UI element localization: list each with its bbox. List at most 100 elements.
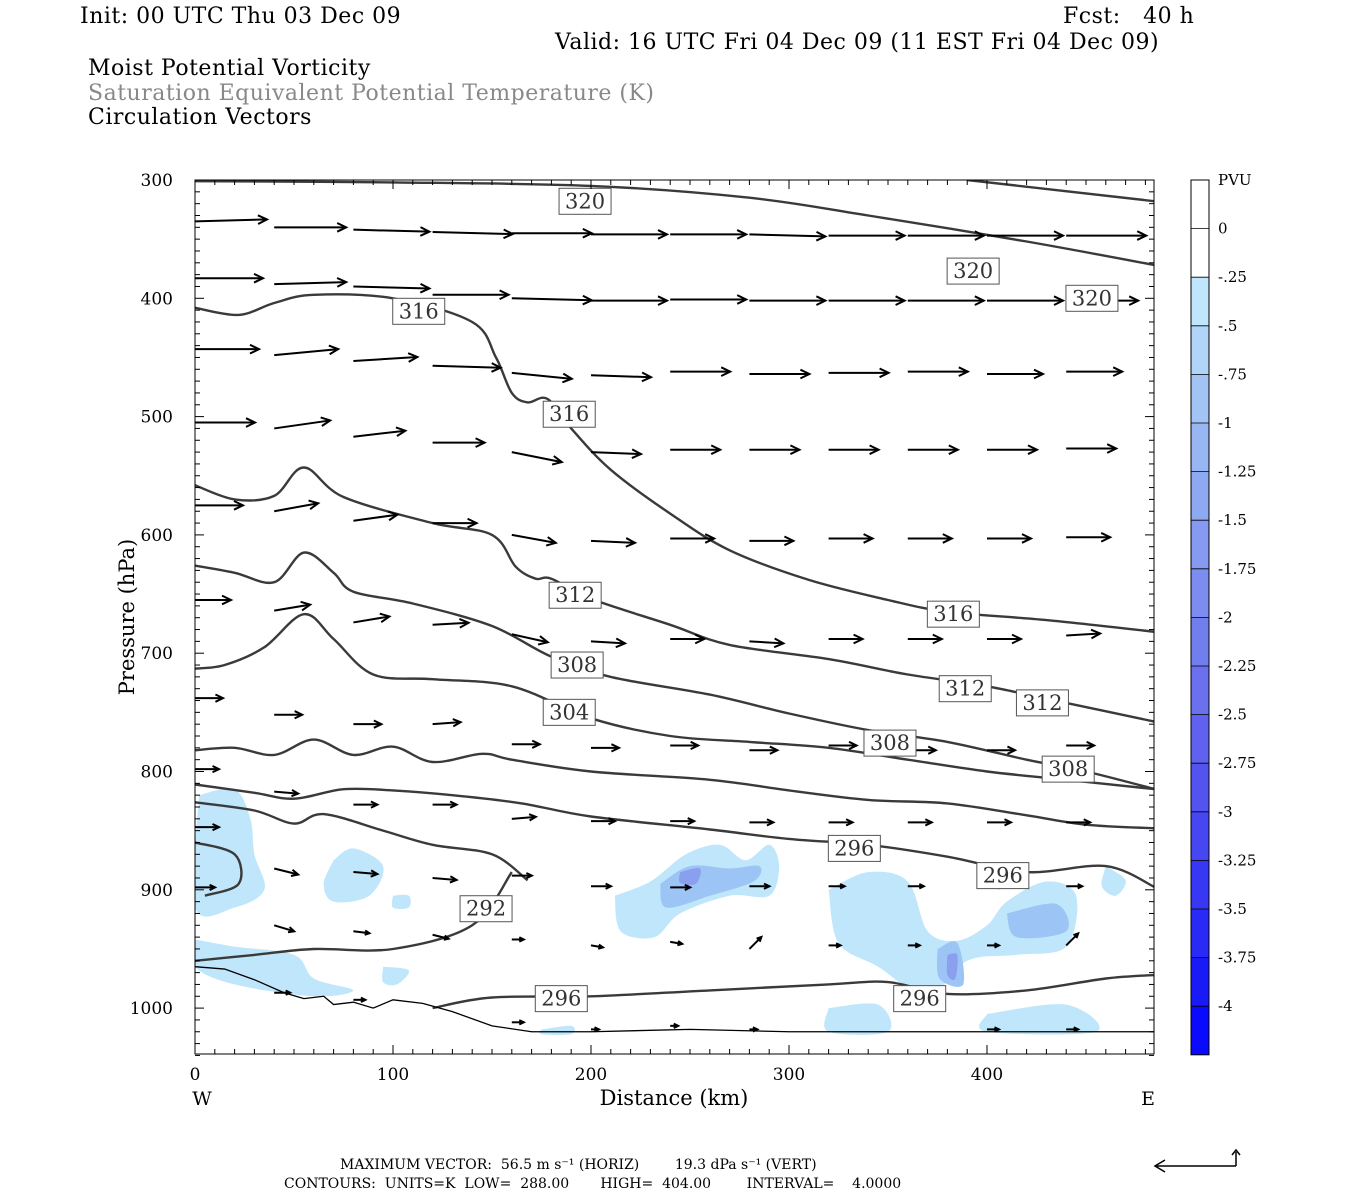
colorbar-level-label: -1 xyxy=(1218,414,1233,432)
theta-es-contour xyxy=(195,293,1154,633)
contour-label: 312 xyxy=(1015,689,1069,717)
circulation-vector xyxy=(749,818,776,827)
circulation-vector xyxy=(907,295,987,306)
circulation-vector xyxy=(828,633,865,645)
circulation-vector xyxy=(511,872,535,880)
circulation-vector xyxy=(590,448,644,459)
circulation-vector xyxy=(591,817,618,826)
circulation-vector xyxy=(591,1026,602,1033)
colorbar-bin xyxy=(1191,423,1209,472)
circulation-vector xyxy=(590,371,654,383)
pv-region xyxy=(824,1003,892,1035)
circulation-vector xyxy=(591,295,670,306)
circulation-vector xyxy=(1066,366,1125,377)
x-tick-label: 0 xyxy=(190,1065,201,1085)
theta-es-contour xyxy=(195,612,1154,791)
pv-region xyxy=(195,939,354,997)
svg-text:296: 296 xyxy=(900,987,940,1011)
circulation-vector xyxy=(828,818,855,827)
circulation-vectors xyxy=(195,214,1149,1033)
circulation-vector xyxy=(353,426,408,438)
colorbar-bin xyxy=(1191,666,1209,715)
x-tick-label: 100 xyxy=(377,1065,409,1085)
circulation-vector xyxy=(432,933,451,941)
circulation-vector xyxy=(511,227,595,239)
colorbar-bin xyxy=(1191,325,1209,375)
circulation-vector xyxy=(432,437,487,448)
axes: 300 400 500 600 700 800 900 1000 0 100 200 300 400 W E… xyxy=(115,171,1155,1110)
colorbar-bin xyxy=(1191,568,1209,618)
contour-label: 308 xyxy=(863,729,917,757)
y-tick-label: 1000 xyxy=(130,999,173,1019)
contour-label: 296 xyxy=(827,834,881,862)
circulation-vector xyxy=(1066,740,1097,751)
circulation-vector xyxy=(511,936,527,943)
circulation-vector xyxy=(353,929,372,936)
svg-text:316: 316 xyxy=(549,402,589,426)
theta-es-contour xyxy=(195,841,243,897)
circulation-vector xyxy=(670,883,693,891)
forecast-hour: Fcst: 40 h xyxy=(1063,4,1195,29)
y-axis-title: Pressure (hPa) xyxy=(115,539,139,695)
circulation-vector xyxy=(432,517,479,529)
contour-labels: 320 320 320 316 316 316 312 312 312 308 308 308 304 2… xyxy=(392,187,1119,1013)
circulation-vector xyxy=(670,633,707,645)
contour-label: 320 xyxy=(558,187,612,215)
circulation-vector xyxy=(432,718,463,728)
circulation-vector xyxy=(274,710,305,720)
svg-text:304: 304 xyxy=(549,700,589,724)
circulation-vector xyxy=(432,228,515,240)
theta-es-contour xyxy=(195,180,1154,267)
circulation-vector xyxy=(749,535,796,547)
circulation-vector xyxy=(274,416,333,430)
circulation-vector xyxy=(273,867,301,877)
circulation-vector xyxy=(591,882,614,890)
circulation-vector xyxy=(907,883,927,890)
pv-region xyxy=(323,848,384,903)
circulation-vector xyxy=(670,1022,681,1029)
svg-text:320: 320 xyxy=(565,189,605,213)
circulation-vector xyxy=(670,940,685,947)
field-title-vectors: Circulation Vectors xyxy=(88,105,312,130)
svg-text:308: 308 xyxy=(870,731,910,755)
circulation-vector xyxy=(274,600,313,612)
colorbar-bin xyxy=(1191,180,1209,229)
circulation-vector xyxy=(195,594,234,606)
circulation-vector xyxy=(432,618,471,629)
circulation-vector xyxy=(828,942,843,949)
circulation-vector xyxy=(591,743,622,753)
circulation-vector xyxy=(749,295,828,306)
contour-label: 320 xyxy=(1065,284,1119,312)
svg-text:312: 312 xyxy=(1022,691,1062,715)
svg-text:312: 312 xyxy=(555,583,595,607)
colorbar-level-label: -3 xyxy=(1218,803,1233,821)
colorbar-bin xyxy=(1191,860,1209,909)
pv-region xyxy=(1101,866,1126,896)
circulation-vector xyxy=(274,499,321,513)
circulation-vector xyxy=(511,633,551,646)
east-label: E xyxy=(1141,1088,1155,1110)
pv-region xyxy=(946,953,958,980)
field-title-mpv: Moist Potential Vorticity xyxy=(88,56,371,81)
circulation-vector xyxy=(511,294,595,306)
colorbar: PVU 0 -.25 -.5 -.75 -1 -1.25 -1.5 -1.75 -2 -2.25 -2… xyxy=(1190,171,1256,1056)
circulation-vector xyxy=(828,295,907,306)
circulation-vector xyxy=(749,745,780,755)
contour-label: 312 xyxy=(938,675,992,703)
svg-text:320: 320 xyxy=(1072,286,1112,310)
west-label: W xyxy=(192,1088,212,1110)
axis-ticks xyxy=(194,179,1154,1056)
circulation-vector xyxy=(748,935,764,950)
circulation-vector xyxy=(353,612,392,624)
colorbar-level-label: -1.25 xyxy=(1218,463,1256,481)
circulation-vector xyxy=(749,368,812,380)
circulation-vector xyxy=(1066,818,1093,827)
circulation-vector xyxy=(1065,931,1080,947)
colorbar-level-label: -.75 xyxy=(1218,365,1247,383)
circulation-vector xyxy=(907,633,945,645)
field-title-thetaes: Saturation Equivalent Potential Temperat… xyxy=(88,81,655,106)
y-tick-label: 700 xyxy=(141,644,173,664)
circulation-vector xyxy=(195,500,246,511)
theta-es-contour xyxy=(195,466,1154,723)
contour-label: 316 xyxy=(926,600,980,628)
